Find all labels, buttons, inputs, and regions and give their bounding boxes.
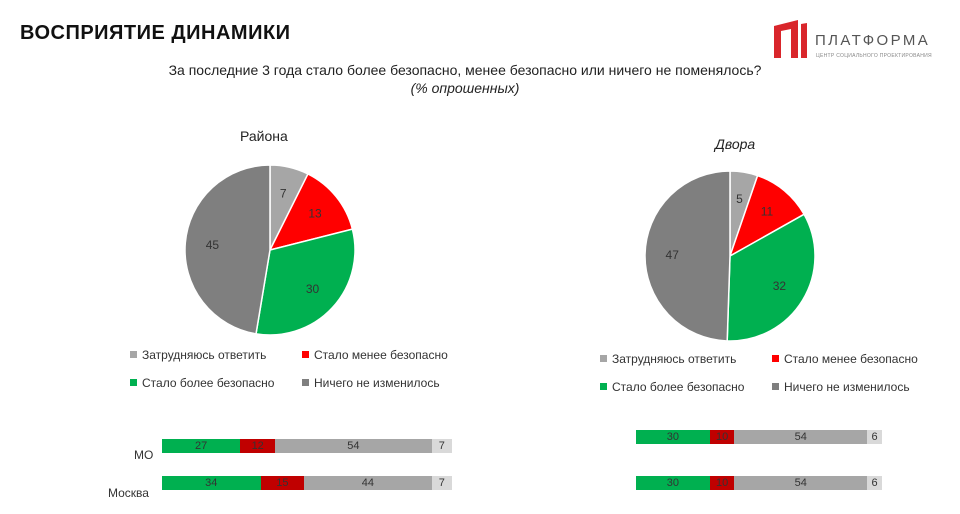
slice-no-change: [184, 164, 271, 335]
slice-hard-to-say-label: 7: [280, 187, 287, 201]
legend-yard: Затрудняюсь ответить Стало менее безопасн…: [600, 352, 930, 397]
legend-swatch: [600, 355, 607, 362]
pie-chart-district: 7 13 30 45: [184, 164, 356, 336]
legend-label: Стало менее безопасно: [314, 348, 448, 362]
logo-name: ПЛАТФОРМА: [815, 32, 931, 49]
bar-seg-hard-to-say: 7: [431, 439, 452, 453]
legend-label: Стало более безопасно: [612, 380, 745, 394]
legend-item-more-safe: Стало более безопасно: [600, 380, 744, 394]
legend-item-no-change: Ничего не изменилось: [302, 376, 440, 390]
logo-tagline: ЦЕНТР СОЦИАЛЬНОГО ПРОЕКТИРОВАНИЯ: [816, 53, 932, 59]
slice-less-safe-label: 11: [761, 205, 774, 219]
slice-less-safe-label: 13: [308, 207, 322, 221]
slice-no-change: [644, 170, 731, 342]
slice-hard-to-say-label: 5: [736, 192, 743, 206]
bar-seg-no-change: 54: [734, 430, 868, 444]
legend-swatch: [772, 355, 779, 362]
stacked-bar-district-mo: 27 12 54 7: [162, 439, 452, 453]
legend-label: Стало более безопасно: [142, 376, 275, 390]
bar-seg-more-safe: 27: [162, 439, 241, 453]
pie-chart-yard: 5 11 32 47: [644, 170, 816, 342]
legend-label: Ничего не изменилось: [784, 380, 910, 394]
bar-seg-no-change: 54: [275, 439, 432, 453]
legend-label: Стало менее безопасно: [784, 352, 918, 366]
bar-seg-hard-to-say: 6: [867, 476, 882, 490]
legend-swatch: [130, 351, 137, 358]
stacked-bar-yard-mo: 30 10 54 6: [636, 430, 882, 444]
bar-seg-no-change: 54: [734, 476, 868, 490]
slice-less-safe: [268, 172, 354, 252]
legend-item-more-safe: Стало более безопасно: [130, 376, 274, 390]
bar-seg-more-safe: 30: [636, 476, 710, 490]
chart-subtitle: За последние 3 года стало более безопасн…: [168, 62, 762, 78]
legend-item-less-safe: Стало менее безопасно: [772, 352, 918, 366]
bar-category-mo: МО: [134, 448, 154, 462]
legend-item-hard-to-say: Затрудняюсь ответить: [130, 348, 266, 362]
legend-swatch: [130, 379, 137, 386]
slice-no-change-label: 45: [206, 238, 220, 252]
slice-more-safe: [255, 228, 356, 336]
page-title: ВОСПРИЯТИЕ ДИНАМИКИ: [20, 22, 291, 44]
stacked-bar-district-moscow: 34 15 44 7: [162, 476, 452, 490]
legend-label: Ничего не изменилось: [314, 376, 440, 390]
bar-seg-more-safe: 30: [636, 430, 710, 444]
legend-item-hard-to-say: Затрудняюсь ответить: [600, 352, 736, 366]
legend-label: Затрудняюсь ответить: [612, 352, 737, 366]
slice-more-safe: [726, 213, 816, 342]
logo: ПЛАТФОРМА ЦЕНТР СОЦИАЛЬНОГО ПРОЕКТИРОВАН…: [772, 18, 942, 59]
legend-swatch: [302, 379, 309, 386]
slice-more-safe-label: 32: [773, 279, 787, 293]
slice-more-safe-label: 30: [306, 282, 320, 296]
bar-seg-less-safe: 15: [260, 476, 305, 490]
bar-seg-hard-to-say: 6: [867, 430, 882, 444]
pie-title-district: Района: [240, 128, 288, 144]
legend-swatch: [772, 383, 779, 390]
legend-item-no-change: Ничего не изменилось: [772, 380, 910, 394]
legend-swatch: [600, 383, 607, 390]
bar-seg-more-safe: 34: [162, 476, 261, 490]
bar-seg-less-safe: 10: [709, 476, 735, 490]
legend-swatch: [302, 351, 309, 358]
bar-seg-no-change: 44: [304, 476, 432, 490]
bar-seg-less-safe: 10: [709, 430, 735, 444]
bar-category-moscow: Москва: [108, 486, 149, 500]
platforma-logo-icon: [774, 20, 807, 58]
slice-no-change-label: 47: [666, 248, 680, 262]
stacked-bar-yard-moscow: 30 10 54 6: [636, 476, 882, 490]
slice-less-safe: [728, 174, 806, 258]
chart-unit: (% опрошенных): [410, 80, 520, 96]
pie-title-yard: Двора: [715, 136, 756, 152]
legend-district: Затрудняюсь ответить Стало менее безопасн…: [130, 348, 460, 393]
bar-seg-less-safe: 12: [240, 439, 276, 453]
legend-item-less-safe: Стало менее безопасно: [302, 348, 448, 362]
legend-label: Затрудняюсь ответить: [142, 348, 267, 362]
bar-seg-hard-to-say: 7: [431, 476, 452, 490]
